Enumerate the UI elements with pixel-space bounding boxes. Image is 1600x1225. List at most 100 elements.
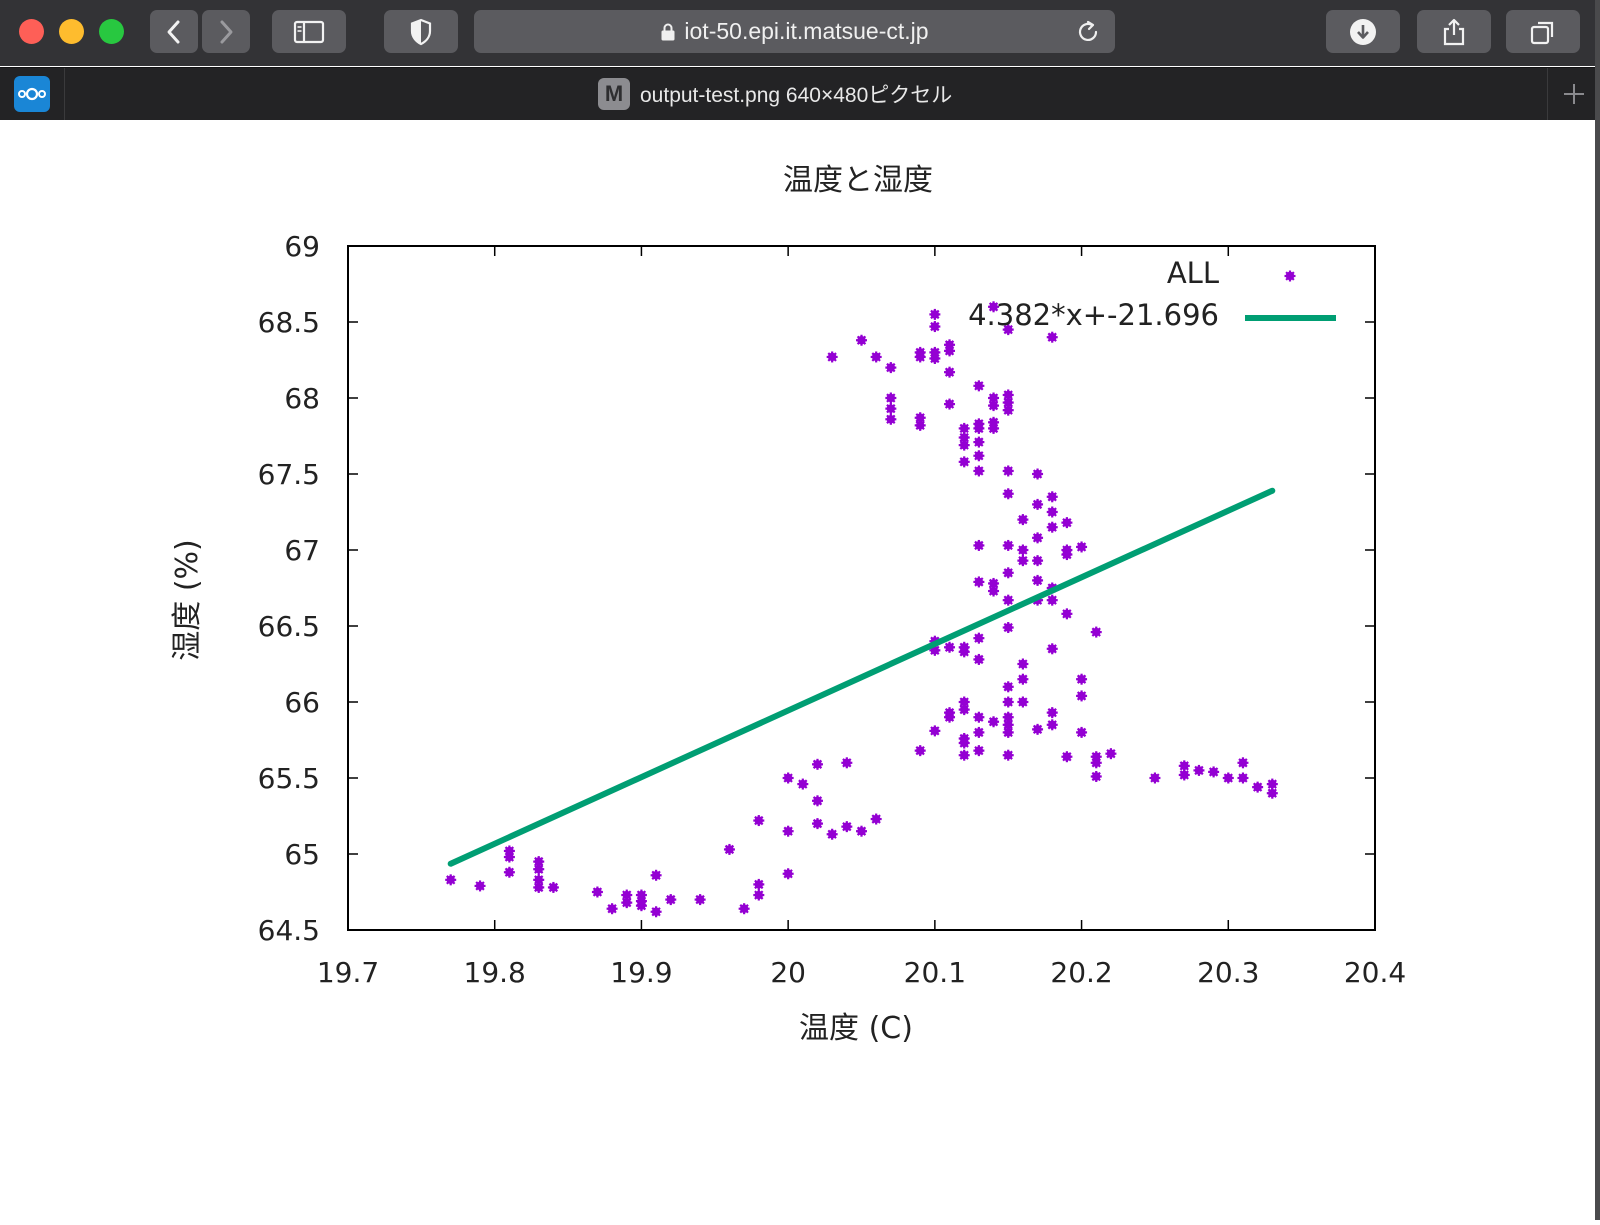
tabs-icon — [1530, 21, 1554, 44]
y-tick-label: 68 — [284, 382, 320, 415]
data-point — [973, 745, 985, 757]
browser-toolbar: iot-50.epi.it.matsue-ct.jp — [0, 0, 1600, 66]
zoom-window-button[interactable] — [99, 19, 124, 44]
scatter-chart: 温度と湿度 64.5 65 65.5 66 66.5 67 67.5 68 68.5 69 19.… — [170, 163, 1406, 1046]
data-point — [1266, 787, 1278, 799]
data-point — [885, 413, 897, 425]
data-point — [973, 576, 985, 588]
y-tick-label: 64.5 — [258, 914, 320, 947]
pinned-tab-nextcloud[interactable] — [0, 68, 65, 120]
address-bar[interactable]: iot-50.epi.it.matsue-ct.jp — [474, 10, 1115, 53]
x-tick-label: 20 — [770, 956, 806, 989]
data-point — [606, 903, 618, 915]
data-point — [1076, 673, 1088, 685]
data-point — [988, 585, 1000, 597]
data-point — [958, 439, 970, 451]
data-point — [1002, 681, 1014, 693]
data-point — [1237, 772, 1249, 784]
data-point — [1208, 766, 1220, 778]
fit-line-group — [447, 487, 1276, 867]
close-window-button[interactable] — [19, 19, 44, 44]
data-point — [533, 863, 545, 875]
data-point — [958, 696, 970, 708]
legend-sample-points — [1284, 270, 1296, 282]
x-tick-label: 19.9 — [610, 956, 672, 989]
x-tick-label: 20.3 — [1197, 956, 1259, 989]
data-point — [958, 749, 970, 761]
privacy-report-button[interactable] — [384, 10, 458, 53]
data-point — [1002, 726, 1014, 738]
data-point — [1017, 555, 1029, 567]
data-point — [944, 711, 956, 723]
data-point — [1076, 690, 1088, 702]
data-point — [1032, 723, 1044, 735]
data-point — [988, 716, 1000, 728]
data-point — [1090, 770, 1102, 782]
data-point — [929, 644, 941, 656]
data-point — [929, 308, 941, 320]
data-point — [1105, 748, 1117, 760]
y-tick-label: 67 — [284, 534, 320, 567]
back-icon — [167, 20, 180, 43]
data-point — [1017, 514, 1029, 526]
data-point — [1046, 331, 1058, 343]
data-point — [885, 362, 897, 374]
data-point — [1002, 711, 1014, 723]
data-point — [826, 828, 838, 840]
back-button[interactable] — [150, 10, 198, 53]
data-point — [1046, 594, 1058, 606]
x-tick-label: 20.4 — [1344, 956, 1406, 989]
data-point — [694, 894, 706, 906]
data-point — [1061, 751, 1073, 763]
tab-active[interactable]: M output-test.png 640×480ピクセル — [598, 78, 952, 110]
data-point — [1017, 544, 1029, 556]
data-point — [1149, 772, 1161, 784]
legend: ALL 4.382*x+-21.696 — [968, 256, 1336, 332]
data-point — [635, 895, 647, 907]
tab-overview-button[interactable] — [1506, 10, 1580, 53]
legend-label-all: ALL — [1167, 256, 1219, 290]
data-point — [753, 878, 765, 890]
data-point — [1032, 468, 1044, 480]
data-point — [929, 725, 941, 737]
data-points — [445, 301, 1278, 918]
data-point — [1090, 626, 1102, 638]
data-point — [1090, 757, 1102, 769]
data-point — [782, 868, 794, 880]
data-point — [944, 641, 956, 653]
downloads-button[interactable] — [1326, 10, 1400, 53]
y-tick-label: 67.5 — [258, 458, 320, 491]
data-point — [1061, 608, 1073, 620]
data-point — [885, 403, 897, 415]
data-point — [811, 818, 823, 830]
data-point — [958, 704, 970, 716]
data-point — [1032, 498, 1044, 510]
data-point — [723, 843, 735, 855]
reload-icon[interactable] — [1075, 19, 1101, 45]
data-point — [870, 351, 882, 363]
data-point — [973, 653, 985, 665]
data-point — [958, 646, 970, 658]
x-tick-label: 20.1 — [904, 956, 966, 989]
data-point — [533, 856, 545, 868]
data-point — [591, 886, 603, 898]
data-point — [973, 632, 985, 644]
new-tab-button[interactable] — [1547, 68, 1600, 120]
data-point — [503, 845, 515, 857]
sidebar-button[interactable] — [272, 10, 346, 53]
data-point — [841, 757, 853, 769]
data-point — [1002, 749, 1014, 761]
minimize-window-button[interactable] — [59, 19, 84, 44]
forward-button[interactable] — [202, 10, 250, 53]
new-tab-icon — [1564, 84, 1584, 104]
share-button[interactable] — [1417, 10, 1491, 53]
data-point — [753, 889, 765, 901]
data-point — [988, 301, 1000, 313]
data-point — [1178, 769, 1190, 781]
y-tick-label: 68.5 — [258, 306, 320, 339]
data-point — [914, 351, 926, 363]
data-point — [533, 881, 545, 893]
x-axis-ticks: 19.7 19.8 19.9 20 20.1 20.2 20.3 20.4 — [317, 246, 1406, 989]
y-tick-label: 65.5 — [258, 762, 320, 795]
y-tick-label: 65 — [284, 838, 320, 871]
